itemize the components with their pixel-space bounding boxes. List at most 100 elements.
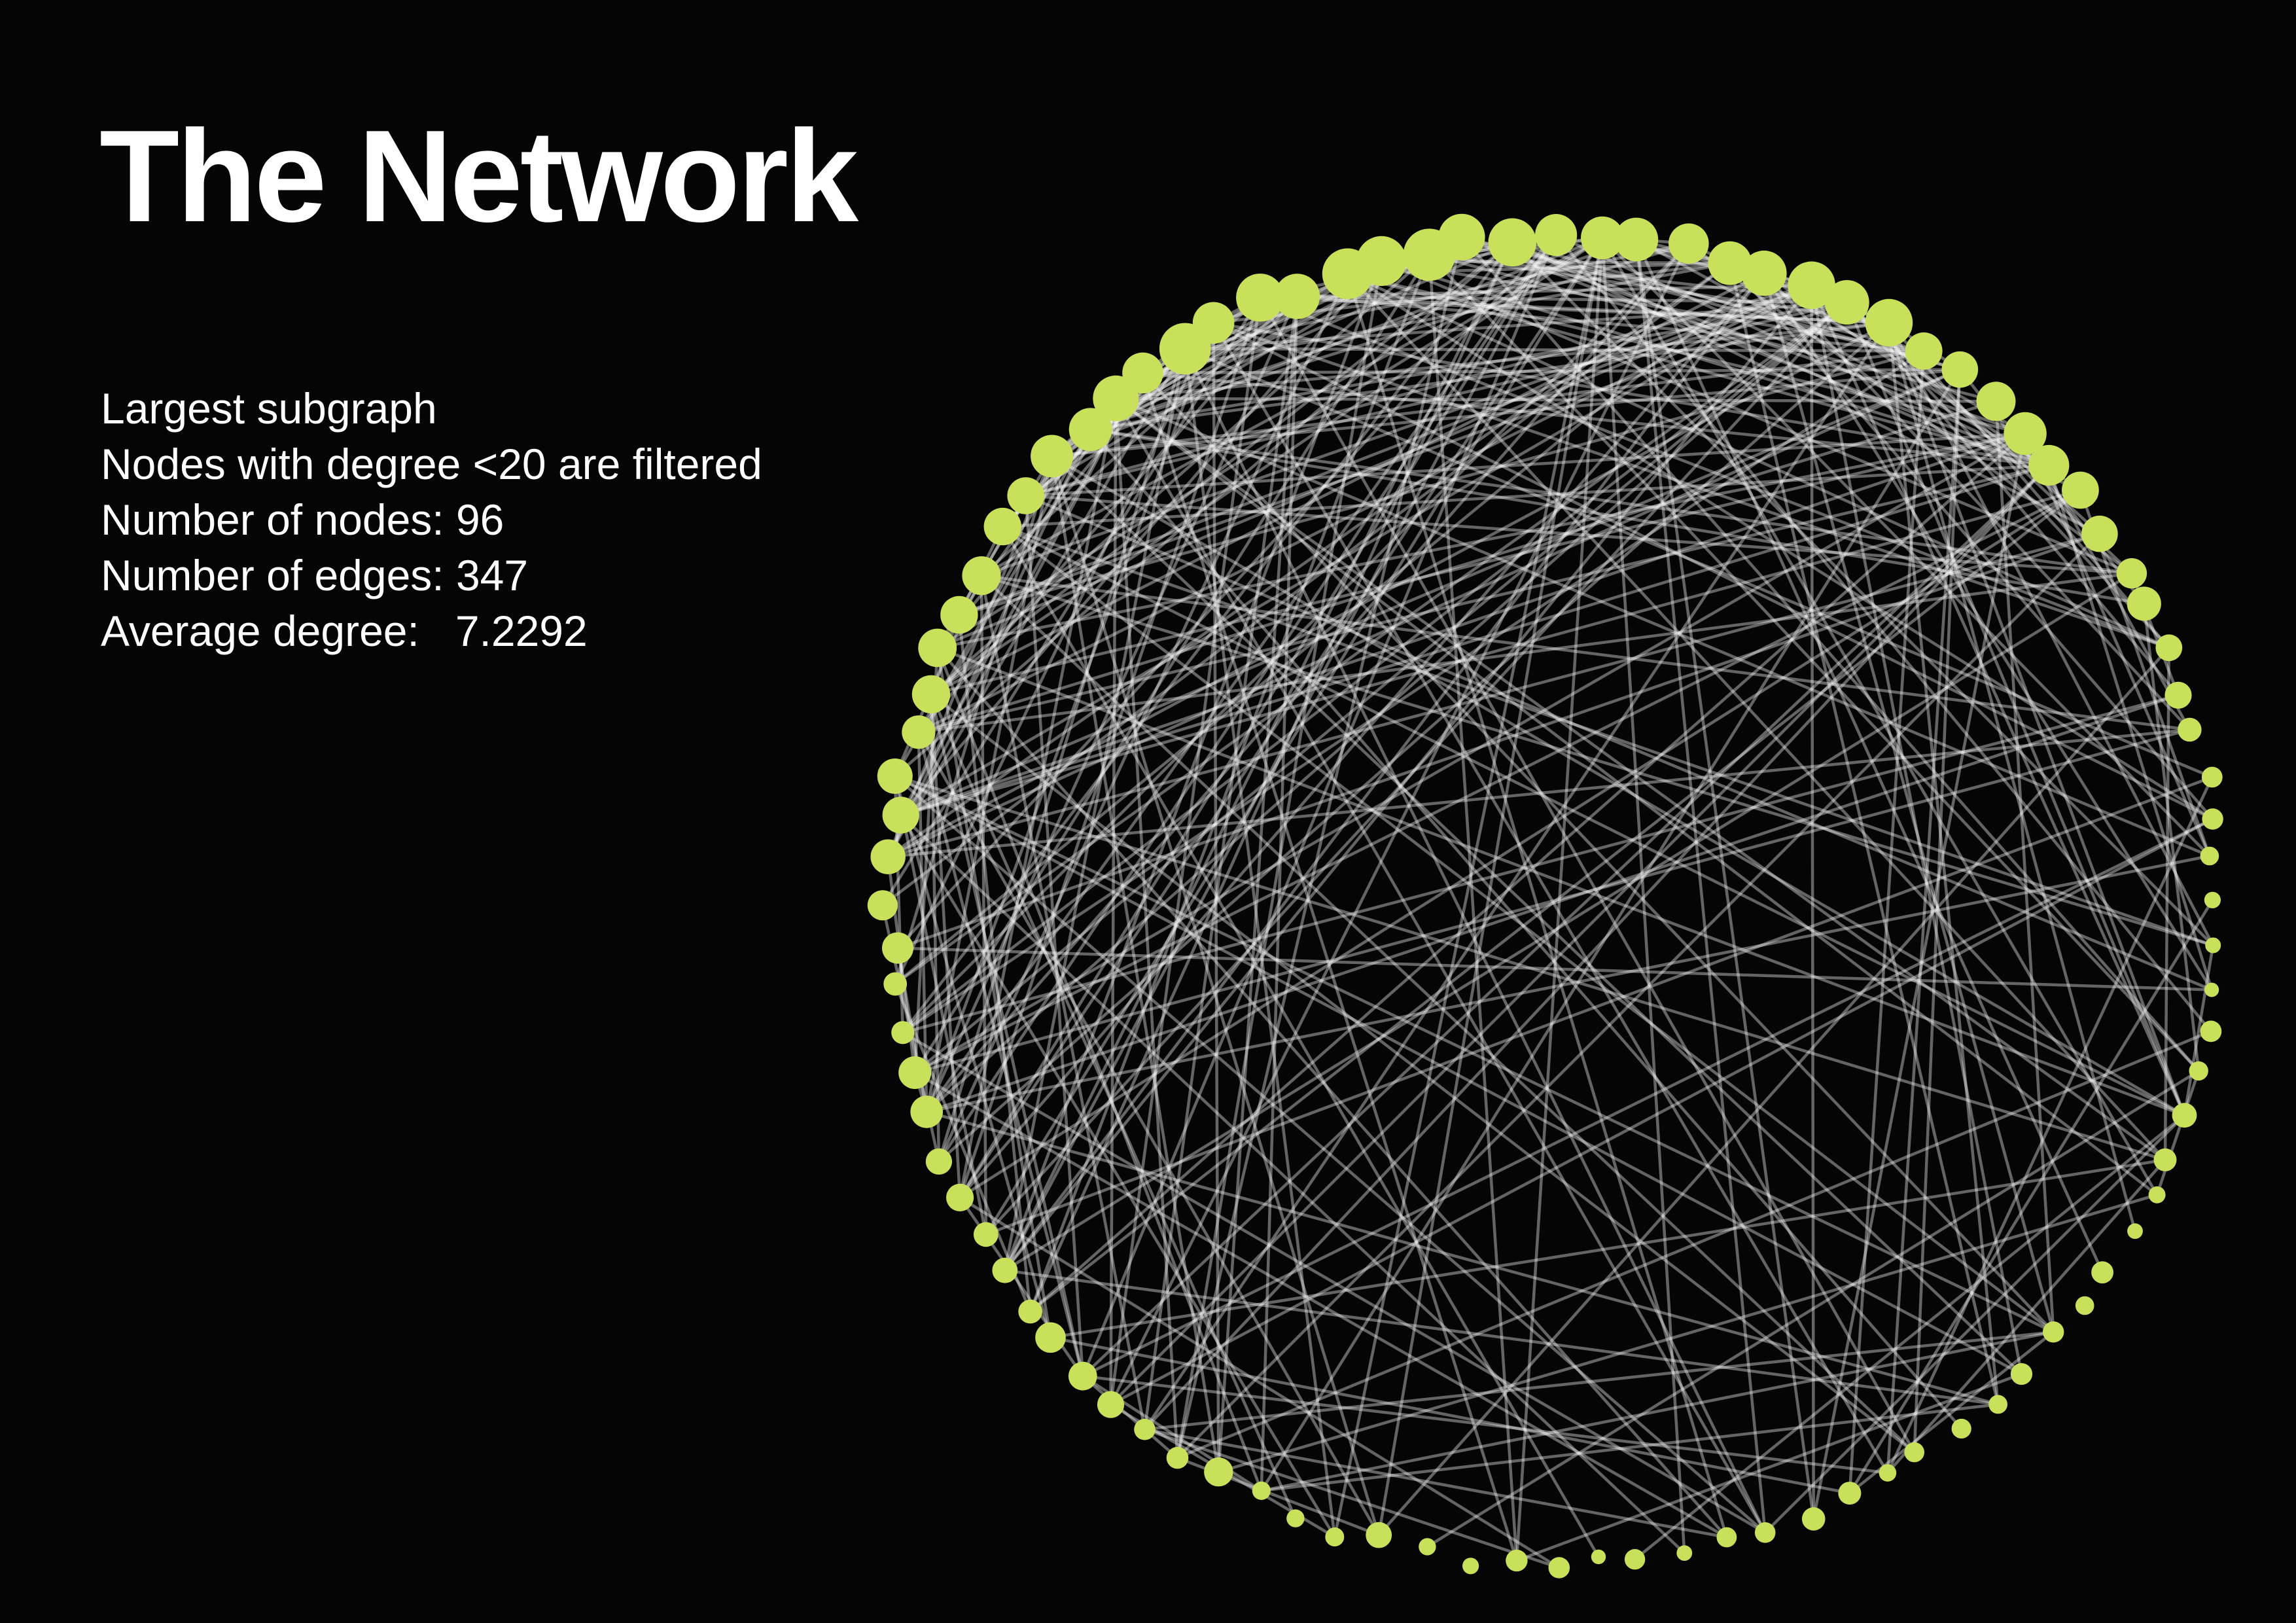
network-edge <box>1029 254 1431 1312</box>
network-edge <box>917 732 1084 1377</box>
network-edge <box>1142 261 1731 375</box>
network-edge <box>1461 236 2026 435</box>
network-edge <box>1025 494 2213 991</box>
network-edge <box>930 241 1513 696</box>
network-edge <box>1029 432 2026 1313</box>
network-edge <box>1601 236 2211 857</box>
network-node <box>882 796 919 834</box>
network-edge <box>1082 1374 1178 1459</box>
network-node <box>983 507 1022 546</box>
network-edge <box>959 272 1765 1199</box>
network-node <box>1438 213 1485 260</box>
network-edge <box>1050 455 1220 1472</box>
network-edge <box>1259 296 2170 649</box>
network-edge <box>1635 238 2050 467</box>
network-edge <box>1090 428 2145 605</box>
network-node <box>2205 937 2221 954</box>
network-edge <box>930 236 1604 696</box>
network-edge <box>926 1110 1999 1406</box>
network-edge <box>1428 255 1519 1561</box>
network-edge <box>981 574 2214 947</box>
network-edge <box>926 854 2210 1114</box>
network-node <box>2204 891 2221 908</box>
network-edge <box>1144 1330 2054 1431</box>
network-edge <box>1728 262 2000 1405</box>
network-edge <box>1381 259 2132 575</box>
network-node <box>2010 1363 2033 1385</box>
network-edge <box>900 463 2049 817</box>
network-edge <box>1994 401 2055 1332</box>
network-edge <box>1887 322 2215 946</box>
network-node <box>2164 681 2192 709</box>
network-edge <box>1212 321 2170 649</box>
network-edge <box>914 432 2026 1074</box>
network-edge <box>1763 272 2214 991</box>
network-edge <box>2024 433 2211 857</box>
network-edge <box>1347 272 2214 821</box>
network-node <box>1535 214 1578 257</box>
network-edge <box>1886 369 1962 1473</box>
network-node <box>1488 218 1537 267</box>
network-edge <box>1089 242 1689 431</box>
network-node <box>1031 435 1074 478</box>
network-edge <box>929 694 1084 1377</box>
network-edge <box>913 301 1848 1074</box>
network-node <box>1951 1418 1971 1439</box>
network-edge <box>930 432 2026 696</box>
network-edge <box>1004 272 1765 1272</box>
network-edge <box>1089 428 1963 1430</box>
network-node <box>1614 217 1659 262</box>
network-edge <box>2047 465 2214 991</box>
network-edge <box>1346 273 1729 1538</box>
network-edge <box>925 455 1053 1113</box>
network-node <box>2201 766 2223 788</box>
network-edge <box>1764 1114 2186 1534</box>
network-edge <box>894 774 2055 1334</box>
network-edge <box>936 348 1186 649</box>
network-edge <box>1050 455 1381 1536</box>
network-edge <box>1812 433 2027 1520</box>
network-node <box>2062 471 2099 509</box>
network-node <box>2091 1261 2114 1284</box>
network-node <box>1236 274 1284 322</box>
network-edge <box>902 1031 1766 1534</box>
network-edge <box>917 295 1299 734</box>
network-edge <box>894 774 2166 1162</box>
network-node <box>883 972 908 996</box>
network-node <box>1366 1522 1392 1548</box>
network-edge <box>980 575 988 1235</box>
network-edge <box>1428 253 1997 403</box>
network-edge <box>1142 368 1960 375</box>
network-node <box>1669 223 1709 264</box>
network-edge <box>1810 285 1815 1519</box>
network-node <box>2127 1223 2143 1240</box>
network-edge <box>1051 368 1960 458</box>
network-edge <box>1429 253 1890 325</box>
network-edge <box>1176 236 1464 1459</box>
network-edge <box>1426 1069 2200 1548</box>
network-edge <box>1634 239 1767 1533</box>
network-edge <box>893 776 1052 1338</box>
network-edge <box>2183 945 2215 1116</box>
network-node <box>1166 1446 1189 1469</box>
network-node <box>2200 846 2219 866</box>
network-node <box>1286 1509 1305 1527</box>
network-node <box>911 675 951 714</box>
network-edge <box>1003 260 1383 1271</box>
network-edge <box>1025 253 1430 497</box>
network-edge <box>1516 1372 2022 1562</box>
network-node <box>1548 1557 1570 1578</box>
network-edge <box>1845 301 2180 696</box>
network-edge <box>917 283 1812 734</box>
network-edge <box>1082 817 2214 1378</box>
network-edge <box>1185 300 1847 351</box>
network-edge <box>917 731 1381 1536</box>
page-title: The Network <box>99 103 858 249</box>
network-edge <box>980 236 1603 577</box>
network-edge <box>1212 323 1220 1472</box>
network-node <box>1419 1538 1436 1556</box>
network-edge <box>897 532 2100 950</box>
network-edge <box>894 775 2022 1376</box>
network-edge <box>1260 296 1299 1491</box>
